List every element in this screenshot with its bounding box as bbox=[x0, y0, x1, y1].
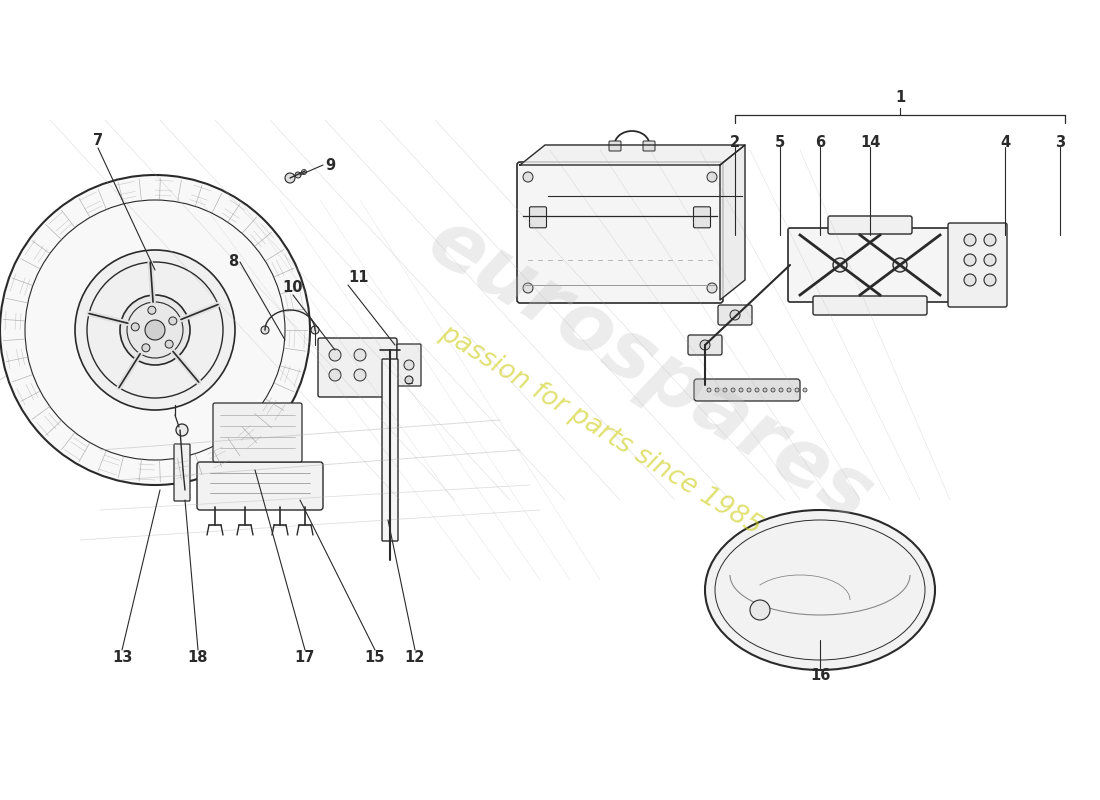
Circle shape bbox=[301, 170, 307, 174]
Circle shape bbox=[126, 302, 183, 358]
Text: 15: 15 bbox=[365, 650, 385, 665]
Circle shape bbox=[329, 369, 341, 381]
Text: passion for parts since 1985: passion for parts since 1985 bbox=[434, 320, 766, 540]
Text: 12: 12 bbox=[405, 650, 426, 665]
Circle shape bbox=[833, 258, 847, 272]
FancyBboxPatch shape bbox=[318, 338, 397, 397]
Circle shape bbox=[964, 254, 976, 266]
Text: 14: 14 bbox=[860, 135, 880, 150]
Circle shape bbox=[329, 349, 341, 361]
Text: 9: 9 bbox=[324, 158, 336, 173]
Circle shape bbox=[168, 317, 177, 325]
Circle shape bbox=[984, 274, 996, 286]
Circle shape bbox=[707, 388, 711, 392]
FancyBboxPatch shape bbox=[644, 141, 654, 151]
Text: 5: 5 bbox=[774, 135, 785, 150]
Text: 4: 4 bbox=[1000, 135, 1010, 150]
Circle shape bbox=[285, 173, 295, 183]
Circle shape bbox=[803, 388, 807, 392]
Circle shape bbox=[142, 344, 150, 352]
Circle shape bbox=[707, 172, 717, 182]
Text: 3: 3 bbox=[1055, 135, 1065, 150]
Polygon shape bbox=[720, 145, 745, 300]
FancyBboxPatch shape bbox=[788, 228, 952, 302]
Text: 1: 1 bbox=[895, 90, 905, 105]
Circle shape bbox=[120, 295, 190, 365]
Circle shape bbox=[730, 310, 740, 320]
Circle shape bbox=[75, 250, 235, 410]
Circle shape bbox=[354, 349, 366, 361]
Circle shape bbox=[87, 262, 223, 398]
Ellipse shape bbox=[705, 510, 935, 670]
FancyBboxPatch shape bbox=[517, 162, 723, 303]
FancyBboxPatch shape bbox=[948, 223, 1006, 307]
Circle shape bbox=[723, 388, 727, 392]
Circle shape bbox=[522, 283, 534, 293]
Circle shape bbox=[405, 376, 412, 384]
Circle shape bbox=[404, 360, 414, 370]
Circle shape bbox=[750, 600, 770, 620]
Circle shape bbox=[522, 172, 534, 182]
FancyBboxPatch shape bbox=[609, 141, 622, 151]
Circle shape bbox=[739, 388, 742, 392]
Circle shape bbox=[715, 388, 719, 392]
Circle shape bbox=[984, 254, 996, 266]
FancyBboxPatch shape bbox=[813, 296, 927, 315]
FancyBboxPatch shape bbox=[694, 379, 800, 401]
Circle shape bbox=[964, 234, 976, 246]
Circle shape bbox=[131, 323, 140, 331]
FancyBboxPatch shape bbox=[397, 344, 421, 386]
FancyBboxPatch shape bbox=[197, 462, 323, 510]
Circle shape bbox=[779, 388, 783, 392]
FancyBboxPatch shape bbox=[828, 216, 912, 234]
Text: 8: 8 bbox=[228, 254, 238, 270]
Text: 2: 2 bbox=[730, 135, 740, 150]
Circle shape bbox=[964, 274, 976, 286]
Circle shape bbox=[261, 326, 270, 334]
FancyBboxPatch shape bbox=[382, 359, 398, 541]
Circle shape bbox=[354, 369, 366, 381]
Circle shape bbox=[747, 388, 751, 392]
Polygon shape bbox=[520, 145, 745, 165]
Circle shape bbox=[795, 388, 799, 392]
Circle shape bbox=[311, 326, 319, 334]
Circle shape bbox=[0, 175, 310, 485]
Text: 18: 18 bbox=[188, 650, 208, 665]
FancyBboxPatch shape bbox=[213, 403, 302, 462]
Circle shape bbox=[147, 306, 156, 314]
FancyBboxPatch shape bbox=[718, 305, 752, 325]
FancyBboxPatch shape bbox=[529, 206, 547, 228]
Text: 7: 7 bbox=[92, 133, 103, 148]
FancyBboxPatch shape bbox=[174, 444, 190, 501]
Circle shape bbox=[786, 388, 791, 392]
Circle shape bbox=[165, 340, 173, 348]
FancyBboxPatch shape bbox=[688, 335, 722, 355]
Circle shape bbox=[732, 388, 735, 392]
Circle shape bbox=[145, 320, 165, 340]
Text: 10: 10 bbox=[283, 280, 304, 295]
Text: 16: 16 bbox=[810, 668, 830, 683]
Text: 11: 11 bbox=[348, 270, 369, 285]
Text: 6: 6 bbox=[815, 135, 825, 150]
Circle shape bbox=[707, 283, 717, 293]
Circle shape bbox=[25, 200, 285, 460]
Circle shape bbox=[295, 172, 301, 178]
Circle shape bbox=[984, 234, 996, 246]
Circle shape bbox=[763, 388, 767, 392]
FancyBboxPatch shape bbox=[693, 206, 711, 228]
Text: 17: 17 bbox=[295, 650, 316, 665]
Circle shape bbox=[771, 388, 775, 392]
Text: eurospares: eurospares bbox=[414, 202, 887, 538]
Circle shape bbox=[893, 258, 907, 272]
Circle shape bbox=[176, 424, 188, 436]
Text: 13: 13 bbox=[112, 650, 132, 665]
Circle shape bbox=[700, 340, 710, 350]
Circle shape bbox=[755, 388, 759, 392]
